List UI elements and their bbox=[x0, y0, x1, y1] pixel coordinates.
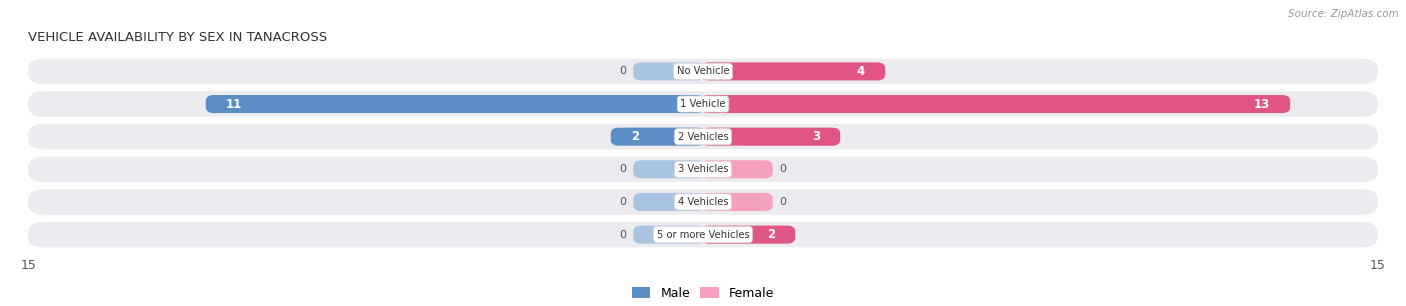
Text: 13: 13 bbox=[1254, 98, 1270, 110]
FancyBboxPatch shape bbox=[700, 160, 773, 178]
FancyBboxPatch shape bbox=[700, 95, 1291, 113]
Text: 0: 0 bbox=[620, 230, 627, 240]
Text: 0: 0 bbox=[620, 197, 627, 207]
Text: VEHICLE AVAILABILITY BY SEX IN TANACROSS: VEHICLE AVAILABILITY BY SEX IN TANACROSS bbox=[28, 31, 328, 44]
FancyBboxPatch shape bbox=[28, 222, 1378, 247]
Legend: Male, Female: Male, Female bbox=[631, 286, 775, 300]
Text: 2 Vehicles: 2 Vehicles bbox=[678, 132, 728, 142]
FancyBboxPatch shape bbox=[700, 226, 796, 244]
FancyBboxPatch shape bbox=[633, 62, 706, 80]
FancyBboxPatch shape bbox=[610, 128, 706, 146]
Text: 0: 0 bbox=[779, 197, 786, 207]
FancyBboxPatch shape bbox=[700, 62, 886, 80]
Text: 3 Vehicles: 3 Vehicles bbox=[678, 164, 728, 174]
Text: 3: 3 bbox=[811, 130, 820, 143]
Text: 2: 2 bbox=[766, 228, 775, 241]
FancyBboxPatch shape bbox=[700, 193, 773, 211]
Text: 5 or more Vehicles: 5 or more Vehicles bbox=[657, 230, 749, 240]
Text: 0: 0 bbox=[620, 164, 627, 174]
Text: 0: 0 bbox=[620, 66, 627, 76]
FancyBboxPatch shape bbox=[28, 189, 1378, 215]
Text: Source: ZipAtlas.com: Source: ZipAtlas.com bbox=[1288, 9, 1399, 19]
Text: 0: 0 bbox=[779, 164, 786, 174]
FancyBboxPatch shape bbox=[205, 95, 706, 113]
FancyBboxPatch shape bbox=[28, 124, 1378, 149]
Text: No Vehicle: No Vehicle bbox=[676, 66, 730, 76]
FancyBboxPatch shape bbox=[700, 128, 841, 146]
FancyBboxPatch shape bbox=[633, 193, 706, 211]
Text: 2: 2 bbox=[631, 130, 640, 143]
Text: 11: 11 bbox=[226, 98, 242, 110]
FancyBboxPatch shape bbox=[633, 226, 706, 244]
FancyBboxPatch shape bbox=[28, 91, 1378, 117]
FancyBboxPatch shape bbox=[28, 157, 1378, 182]
Text: 1 Vehicle: 1 Vehicle bbox=[681, 99, 725, 109]
Text: 4 Vehicles: 4 Vehicles bbox=[678, 197, 728, 207]
Text: 4: 4 bbox=[856, 65, 865, 78]
FancyBboxPatch shape bbox=[28, 59, 1378, 84]
FancyBboxPatch shape bbox=[633, 160, 706, 178]
